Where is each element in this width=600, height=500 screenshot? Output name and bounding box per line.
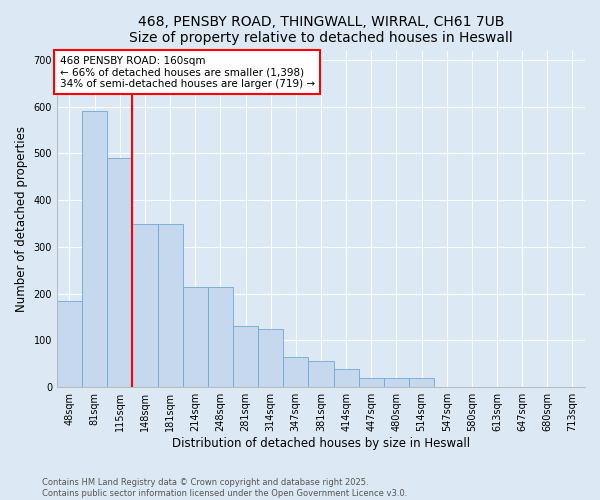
Bar xyxy=(158,224,182,387)
Bar xyxy=(258,329,283,387)
Bar xyxy=(409,378,434,387)
Bar xyxy=(107,158,133,387)
Bar xyxy=(384,378,409,387)
Bar xyxy=(308,362,334,387)
Bar xyxy=(82,112,107,387)
Bar xyxy=(334,368,359,387)
Title: 468, PENSBY ROAD, THINGWALL, WIRRAL, CH61 7UB
Size of property relative to detac: 468, PENSBY ROAD, THINGWALL, WIRRAL, CH6… xyxy=(129,15,513,45)
Bar xyxy=(182,286,208,387)
Bar xyxy=(359,378,384,387)
Bar xyxy=(57,300,82,387)
Text: Contains HM Land Registry data © Crown copyright and database right 2025.
Contai: Contains HM Land Registry data © Crown c… xyxy=(42,478,407,498)
X-axis label: Distribution of detached houses by size in Heswall: Distribution of detached houses by size … xyxy=(172,437,470,450)
Bar xyxy=(283,357,308,387)
Bar xyxy=(133,224,158,387)
Bar xyxy=(208,286,233,387)
Text: 468 PENSBY ROAD: 160sqm
← 66% of detached houses are smaller (1,398)
34% of semi: 468 PENSBY ROAD: 160sqm ← 66% of detache… xyxy=(59,56,314,89)
Bar xyxy=(233,326,258,387)
Y-axis label: Number of detached properties: Number of detached properties xyxy=(15,126,28,312)
